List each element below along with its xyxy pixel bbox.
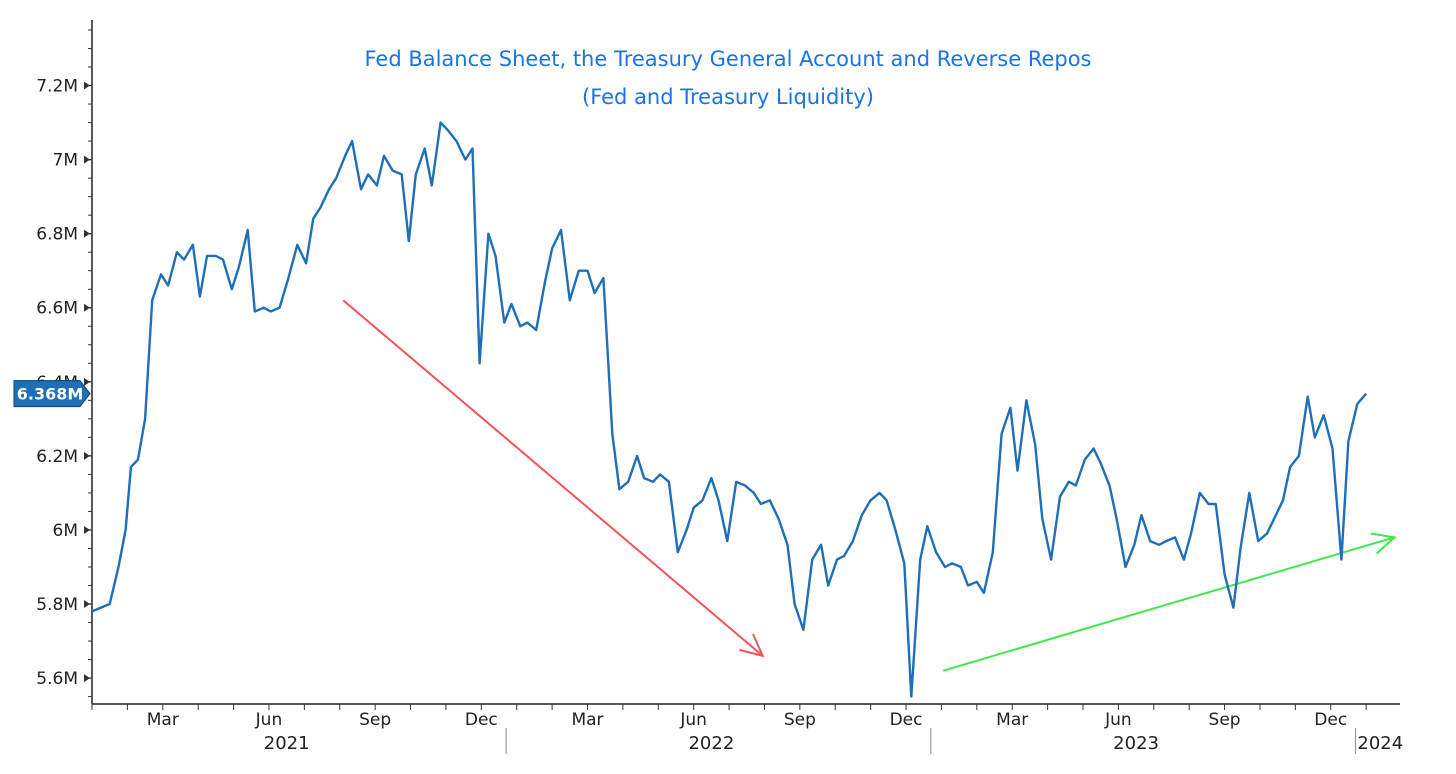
annotations — [342, 299, 1397, 672]
series-layer — [91, 121, 1368, 698]
chart-subtitle: (Fed and Treasury Liquidity) — [582, 85, 874, 109]
y-tick-label: 6M — [53, 521, 78, 541]
y-tick-label: 6.2M — [36, 447, 78, 467]
x-tick-label: Sep — [1209, 710, 1241, 730]
x-year-label: 2022 — [688, 733, 734, 754]
y-tick-marker — [84, 451, 90, 460]
y-tick-marker — [84, 81, 90, 90]
y-tick-marker — [84, 303, 90, 312]
x-tick-label: Dec — [890, 710, 923, 730]
last-value-badge: 6.368M — [13, 380, 91, 408]
x-year-label: 2021 — [264, 733, 310, 754]
x-year-label: 2024 — [1357, 733, 1403, 754]
chart-title: Fed Balance Sheet, the Treasury General … — [364, 47, 1091, 71]
trend-arrow-head — [1370, 532, 1397, 555]
trend-arrow-head — [739, 633, 765, 658]
y-tick-marker — [84, 155, 90, 164]
x-tick-label: Dec — [465, 710, 498, 730]
last-value-badge-shape — [13, 380, 91, 408]
y-tick-label: 7.2M — [36, 77, 78, 97]
trend-arrow-line — [342, 299, 764, 657]
y-tick-label: 6.6M — [36, 299, 78, 319]
x-tick-label: Mar — [147, 710, 179, 730]
y-tick-label: 7M — [53, 151, 78, 171]
last-value-label: 6.368M — [17, 385, 84, 404]
x-tick-label: Sep — [784, 710, 816, 730]
x-tick-label: Jun — [255, 710, 283, 730]
y-tick-marker — [84, 674, 90, 683]
series-line — [91, 121, 1368, 698]
y-tick-marker — [84, 600, 90, 609]
trend-arrow-line — [942, 536, 1395, 672]
x-tick-label: Dec — [1314, 710, 1347, 730]
x-tick-label: Sep — [359, 710, 391, 730]
axes: 5.6M5.8M6M6.2M6.4M6.6M6.8M7M7.2MMarJunSe… — [36, 20, 1403, 754]
y-tick-marker — [84, 229, 90, 238]
x-year-label: 2023 — [1113, 733, 1159, 754]
y-tick-marker — [84, 377, 90, 386]
y-tick-label: 6.8M — [36, 225, 78, 245]
y-tick-label: 5.6M — [36, 669, 78, 689]
y-tick-marker — [84, 525, 90, 534]
x-tick-label: Mar — [996, 710, 1028, 730]
y-tick-label: 5.8M — [36, 595, 78, 615]
x-tick-label: Mar — [571, 710, 603, 730]
x-tick-label: Jun — [679, 710, 707, 730]
x-tick-label: Jun — [1104, 710, 1132, 730]
